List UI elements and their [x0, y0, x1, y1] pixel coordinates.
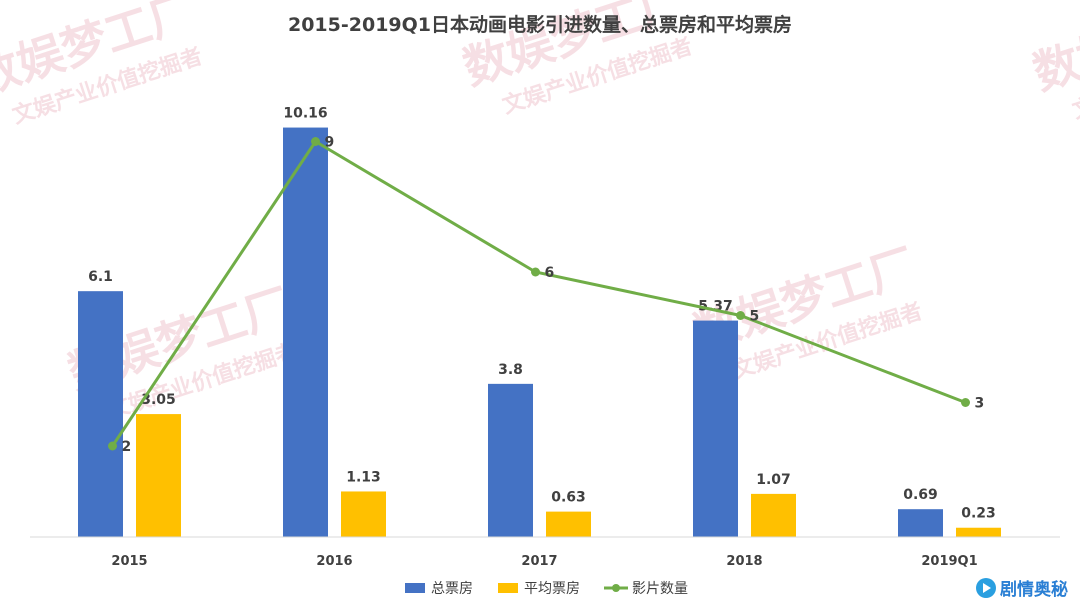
line-value-label: 6 — [545, 265, 555, 281]
x-tick-label: 2019Q1 — [921, 554, 977, 569]
line-value-label: 2 — [122, 439, 132, 455]
bar — [341, 491, 386, 537]
line-value-label: 9 — [325, 135, 335, 151]
bar — [488, 383, 533, 537]
legend-label: 总票房 — [431, 581, 473, 597]
x-tick-label: 2015 — [111, 554, 147, 569]
play-circle-icon — [976, 577, 996, 598]
x-tick-label: 2018 — [726, 554, 762, 569]
legend-label: 影片数量 — [632, 581, 688, 597]
bar — [693, 320, 738, 537]
x-tick-label: 2017 — [521, 554, 557, 569]
bar-value-label: 10.16 — [283, 106, 327, 122]
legend-swatch — [405, 583, 425, 593]
bar — [283, 127, 328, 537]
brand-logo: 剧情奥秘 — [976, 575, 1068, 600]
bar-value-label: 6.1 — [88, 269, 113, 285]
legend-swatch — [498, 583, 518, 593]
legend-marker — [612, 584, 620, 592]
x-ticks: 2015 2016 2017 2018 2019Q1 — [111, 554, 977, 569]
bar — [898, 509, 943, 537]
bar — [78, 291, 123, 537]
line-point — [311, 137, 320, 146]
bar-value-label: 3.8 — [498, 362, 523, 378]
bar-value-label: 3.05 — [141, 392, 176, 408]
legend: 总票房 平均票房 影片数量 — [405, 581, 688, 597]
x-tick-label: 2016 — [316, 554, 352, 569]
bar-value-label: 1.07 — [756, 472, 791, 488]
bar-value-label: 0.23 — [961, 506, 996, 522]
bar-value-label: 0.69 — [903, 487, 938, 503]
line-layer: 2 9 6 5 3 — [108, 135, 985, 455]
line-point — [736, 311, 745, 320]
bar — [956, 527, 1001, 537]
line-point — [961, 398, 970, 407]
bar — [546, 511, 591, 537]
bar-value-label: 0.63 — [551, 490, 586, 506]
bar — [136, 414, 181, 537]
line-value-label: 3 — [975, 396, 985, 412]
bar-value-label: 1.13 — [346, 469, 381, 485]
bar — [751, 493, 796, 537]
brand-name: 剧情奥秘 — [1000, 580, 1068, 600]
line-value-label: 5 — [750, 309, 760, 325]
legend-label: 平均票房 — [524, 581, 580, 597]
line-point — [108, 441, 117, 451]
chart-title: 2015-2019Q1日本动画电影引进数量、总票房和平均票房 — [287, 14, 793, 36]
line-point — [531, 267, 540, 277]
